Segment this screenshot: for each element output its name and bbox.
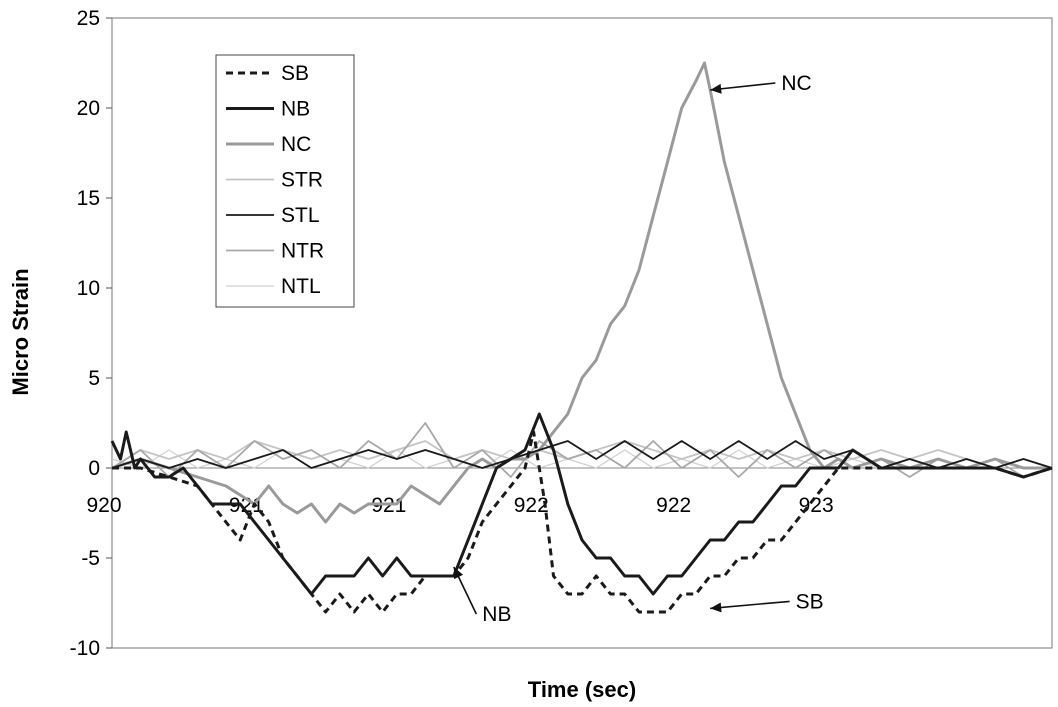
x-tick-label: 923 <box>799 494 834 517</box>
annotation-label-nb: NB <box>482 603 511 626</box>
series-line-nc <box>111 61 1052 524</box>
legend-label-nb: NB <box>281 98 310 121</box>
y-tick-label: 5 <box>88 367 100 390</box>
annotation-arrow-line <box>710 600 790 610</box>
y-tick-label: 0 <box>88 457 100 480</box>
legend-label-stl: STL <box>281 204 320 227</box>
legend-label-str: STR <box>281 169 323 192</box>
annotation-arrowhead <box>710 83 722 94</box>
plot-frame <box>111 17 1053 649</box>
y-tick-label: 25 <box>77 7 100 30</box>
legend-label-ntl: NTL <box>281 275 321 298</box>
legend: SB NB NC STR STL NTR NTL <box>215 54 355 308</box>
annotation-label-nc: NC <box>781 72 811 95</box>
y-axis-title-group: Micro Strain <box>8 268 33 395</box>
series-line-stl <box>111 440 1053 469</box>
annotation-arrowhead <box>453 567 464 580</box>
x-axis-title: Time (sec) <box>528 677 636 702</box>
annotation-label-sb: SB <box>796 590 824 613</box>
y-tick-label: 15 <box>77 187 100 210</box>
legend-box <box>215 54 355 308</box>
legend-label-sb: SB <box>281 62 309 85</box>
series-layer <box>110 61 1053 614</box>
series-line-nb <box>110 412 1053 596</box>
y-tick-label: -10 <box>70 637 100 660</box>
x-tick-label: 922 <box>514 494 549 517</box>
annotation-arrowhead <box>710 602 722 613</box>
y-axis-title: Micro Strain <box>8 268 33 395</box>
y-axis: 25 20 15 10 5 0 -5 -10 <box>70 7 112 660</box>
annotation-layer: NC NB SB <box>453 72 824 626</box>
y-tick-label: 20 <box>77 97 100 120</box>
x-tick-label: 920 <box>86 494 121 517</box>
legend-label-ntr: NTR <box>281 240 324 263</box>
x-tick-labels: 920 921 921 922 922 923 <box>86 494 833 517</box>
series-line-sb <box>112 430 1053 614</box>
legend-label-nc: NC <box>281 133 311 156</box>
y-tick-label: 10 <box>77 277 100 300</box>
y-tick-label: -5 <box>81 547 100 570</box>
x-tick-label: 921 <box>229 494 264 517</box>
x-tick-label: 922 <box>656 494 691 517</box>
